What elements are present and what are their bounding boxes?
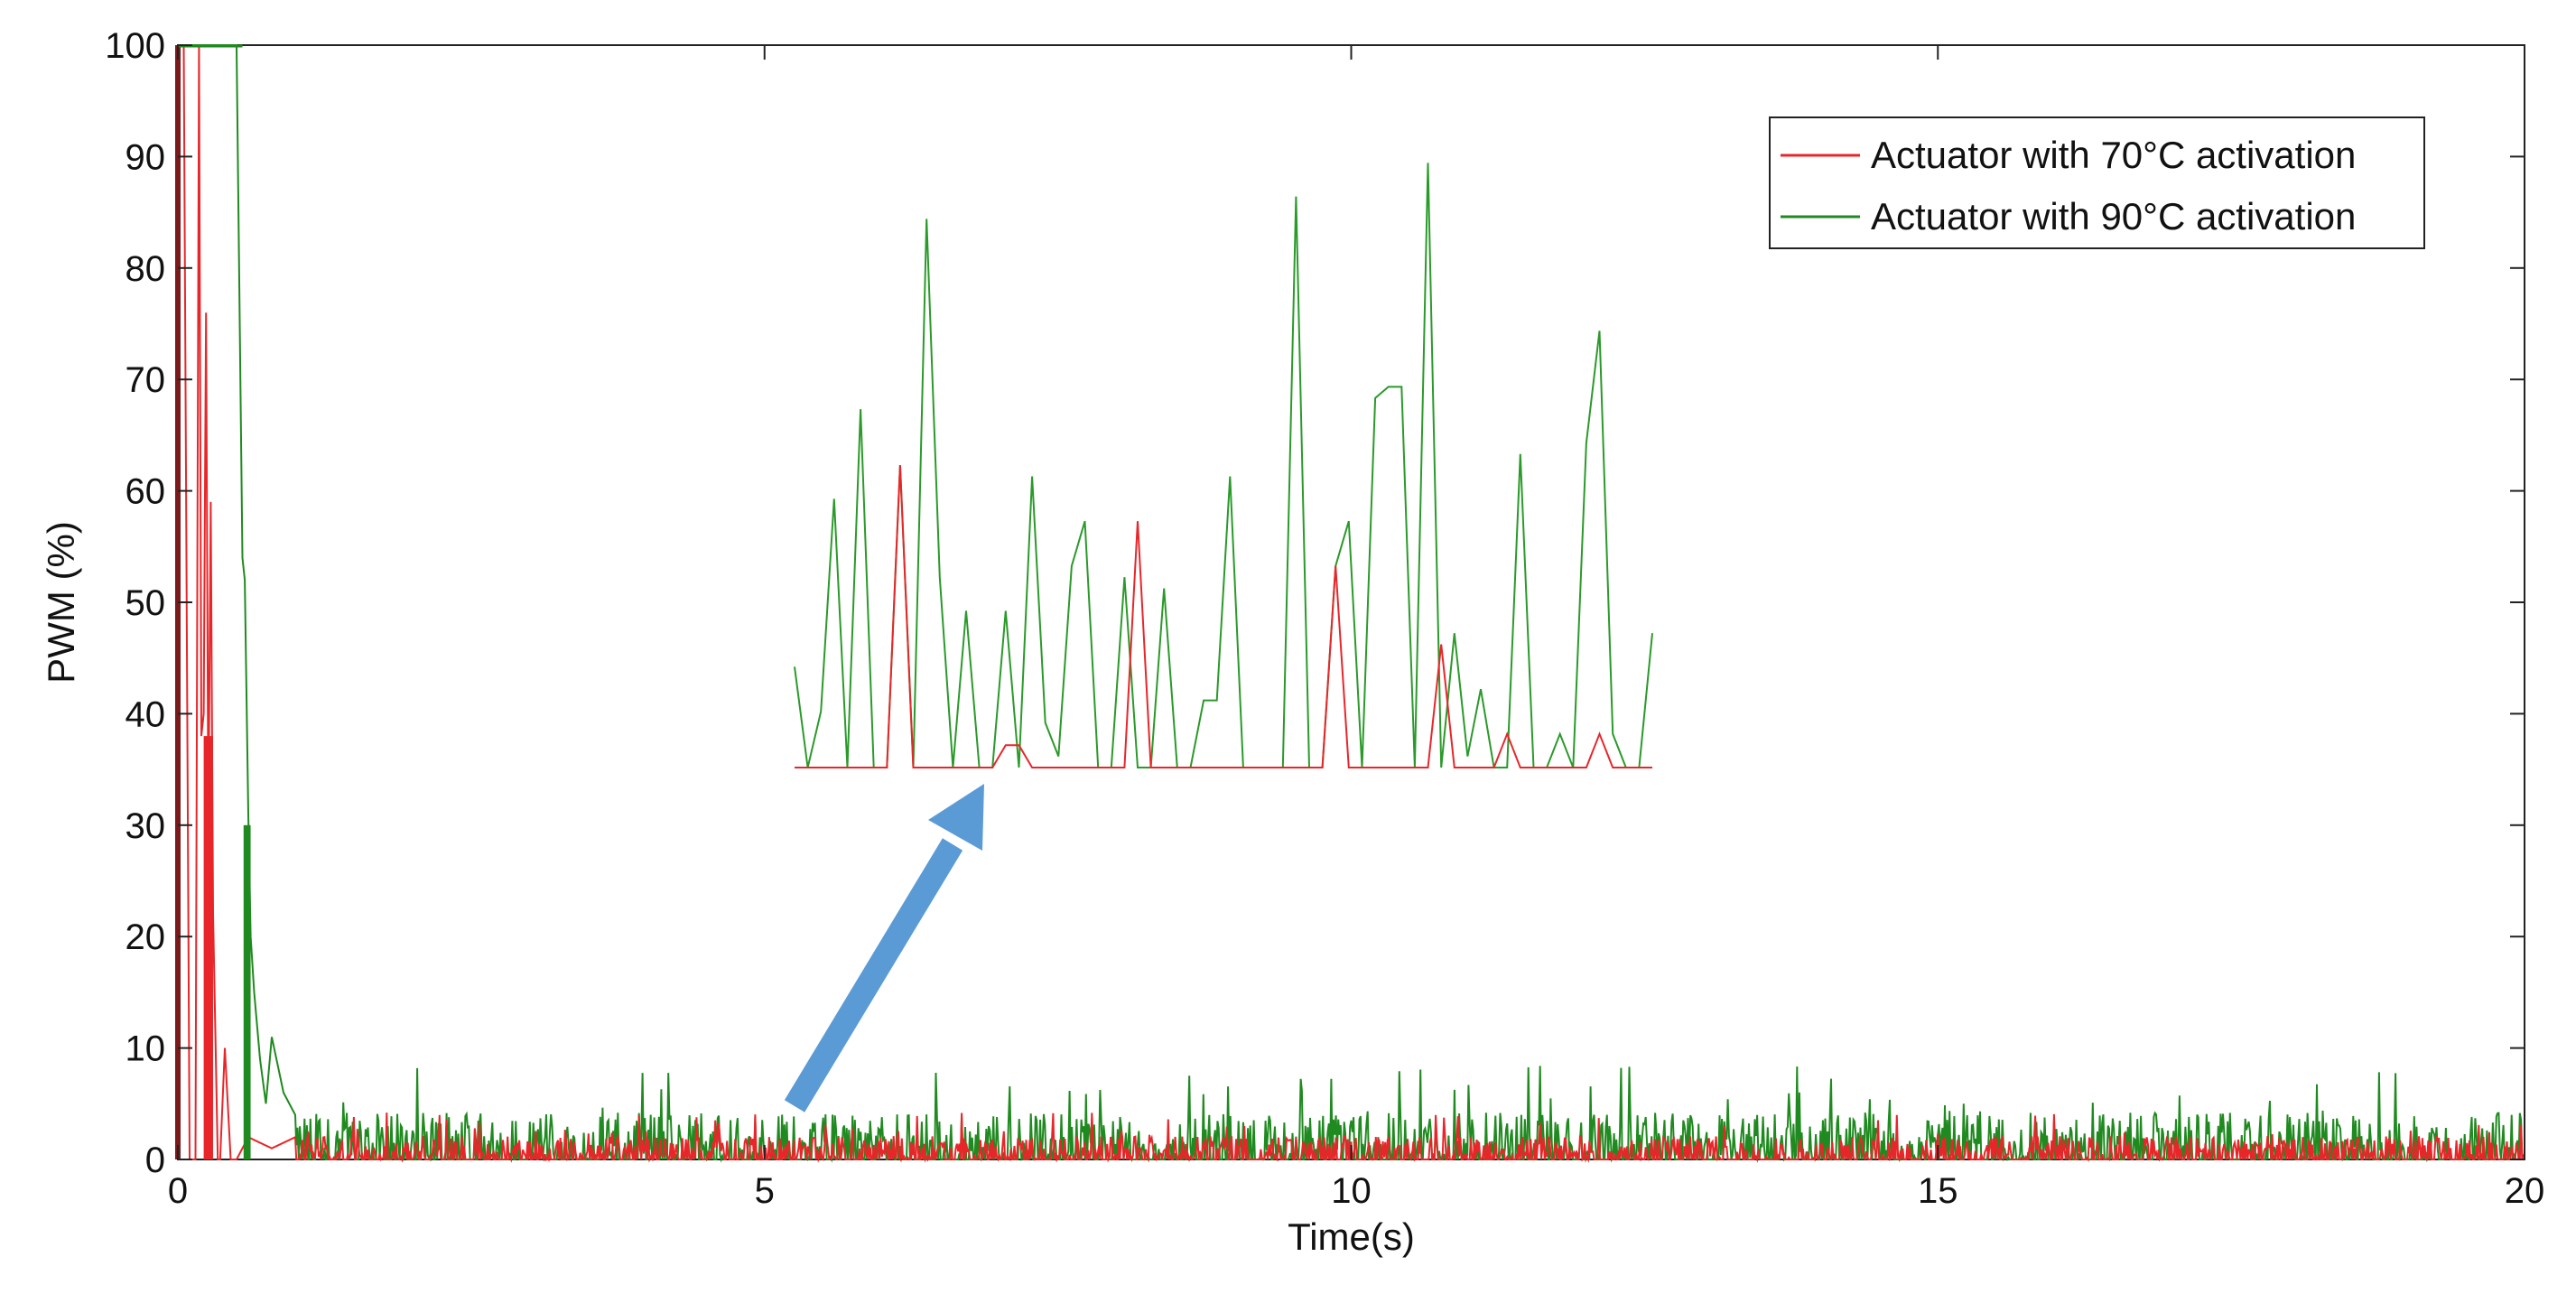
y-tick-label: 70 — [126, 360, 166, 400]
green-burst — [243, 824, 251, 1159]
y-tick-label: 90 — [126, 137, 166, 177]
y-tick-label: 30 — [126, 806, 166, 846]
inset-zoom — [794, 163, 1653, 768]
legend-label-70c: Actuator with 70°C activation — [1871, 134, 2356, 176]
y-tick-label: 40 — [126, 694, 166, 734]
x-axis-label: Time(s) — [1288, 1215, 1415, 1258]
legend: Actuator with 70°C activation Actuator w… — [1769, 116, 2425, 249]
x-tick-label: 10 — [1331, 1171, 1372, 1211]
inset-arrow — [784, 784, 984, 1112]
y-axis-label: PWM (%) — [40, 521, 82, 684]
arrow-head — [928, 784, 984, 851]
y-tick-label: 10 — [126, 1029, 166, 1069]
y-tick-label: 0 — [145, 1140, 165, 1180]
x-tick-label: 5 — [755, 1171, 775, 1211]
x-tick-label: 15 — [1918, 1171, 1958, 1211]
arrow-shaft — [784, 838, 963, 1112]
y-tick-label: 80 — [126, 249, 166, 289]
inset-series-90c — [794, 163, 1653, 768]
x-tick-label: 0 — [168, 1171, 188, 1211]
y-tick-label: 100 — [105, 26, 165, 66]
inset-series-70c — [795, 465, 1652, 768]
axis-ticks: 0 5 10 15 20 0 10 20 30 40 50 60 70 80 90 100 — [105, 26, 2544, 1211]
series-line-70c — [178, 44, 2525, 1163]
x-tick-label: 20 — [2505, 1171, 2545, 1211]
y-tick-label: 20 — [126, 917, 166, 957]
legend-box — [1769, 116, 2425, 249]
y-tick-label: 50 — [126, 583, 166, 623]
y-tick-label: 60 — [126, 472, 166, 512]
legend-label-90c: Actuator with 90°C activation — [1871, 195, 2356, 237]
series-layer — [175, 44, 2525, 1163]
red-burst — [203, 736, 213, 1159]
